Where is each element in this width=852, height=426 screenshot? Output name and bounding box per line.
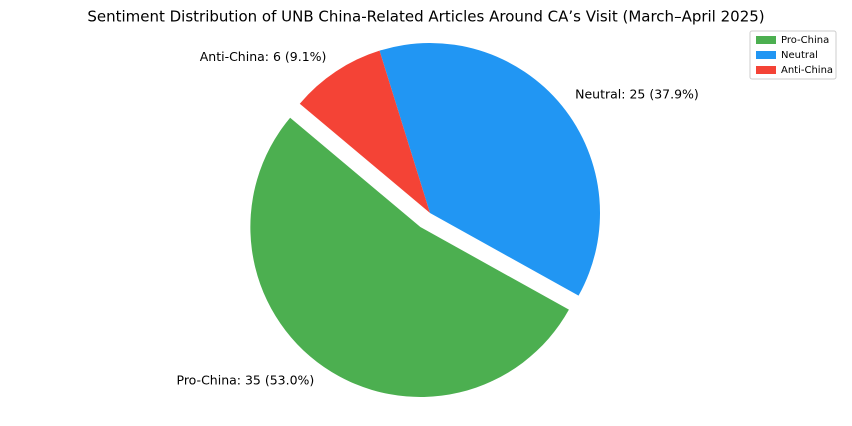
legend-label: Anti-China	[781, 65, 833, 76]
slice-label: Neutral: 25 (37.9%)	[575, 87, 699, 102]
pie-slice	[250, 117, 569, 398]
pie-slice	[299, 50, 430, 213]
slice-label: Pro-China: 35 (53.0%)	[177, 373, 315, 388]
pie-slice	[379, 43, 600, 296]
legend-swatch	[756, 36, 776, 44]
legend-label: Pro-China	[781, 35, 829, 46]
legend-swatch	[756, 66, 776, 74]
chart-title: Sentiment Distribution of UNB China-Rela…	[87, 8, 764, 26]
legend-label: Neutral	[781, 50, 818, 61]
legend-swatch	[756, 51, 776, 59]
slice-label: Anti-China: 6 (9.1%)	[200, 49, 327, 64]
legend: Pro-China Neutral Anti-China	[749, 30, 837, 80]
